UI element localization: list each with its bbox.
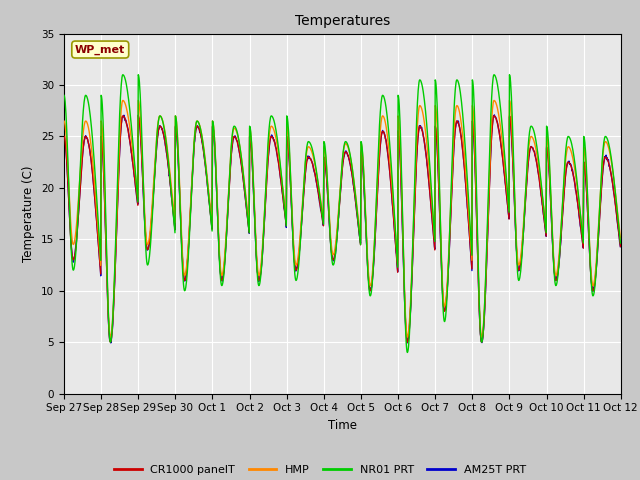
CR1000 panelT	[247, 139, 255, 145]
NR01 PRT	[502, 169, 510, 175]
CR1000 panelT	[106, 339, 115, 345]
CR1000 panelT	[171, 227, 179, 232]
NR01 PRT	[184, 257, 192, 263]
HMP	[185, 238, 193, 244]
NR01 PRT	[403, 349, 411, 355]
CR1000 panelT	[502, 186, 510, 192]
NR01 PRT	[551, 280, 559, 286]
AM25T PRT	[246, 135, 254, 141]
HMP	[551, 270, 559, 276]
NR01 PRT	[119, 72, 127, 78]
Title: Temperatures: Temperatures	[295, 14, 390, 28]
HMP	[247, 131, 255, 137]
AM25T PRT	[60, 133, 68, 139]
HMP	[60, 118, 68, 124]
CR1000 panelT	[616, 243, 624, 249]
NR01 PRT	[429, 216, 437, 221]
Text: WP_met: WP_met	[75, 44, 125, 55]
Y-axis label: Temperature (C): Temperature (C)	[22, 165, 35, 262]
CR1000 panelT	[185, 243, 193, 249]
Line: AM25T PRT: AM25T PRT	[64, 115, 620, 343]
HMP	[106, 334, 115, 340]
HMP	[119, 97, 127, 103]
AM25T PRT	[490, 112, 498, 118]
HMP	[429, 218, 437, 224]
AM25T PRT	[502, 186, 510, 192]
HMP	[502, 176, 510, 181]
NR01 PRT	[246, 126, 254, 132]
X-axis label: Time: Time	[328, 419, 357, 432]
Line: CR1000 panelT: CR1000 panelT	[64, 116, 620, 342]
HMP	[616, 235, 624, 241]
AM25T PRT	[429, 224, 436, 230]
Line: NR01 PRT: NR01 PRT	[64, 75, 620, 352]
CR1000 panelT	[429, 229, 437, 235]
NR01 PRT	[171, 226, 179, 231]
CR1000 panelT	[551, 276, 559, 281]
AM25T PRT	[616, 244, 624, 250]
HMP	[171, 219, 179, 225]
AM25T PRT	[107, 340, 115, 346]
CR1000 panelT	[60, 133, 68, 139]
Line: HMP: HMP	[64, 100, 620, 337]
Legend: CR1000 panelT, HMP, NR01 PRT, AM25T PRT: CR1000 panelT, HMP, NR01 PRT, AM25T PRT	[109, 460, 531, 479]
NR01 PRT	[616, 240, 624, 246]
CR1000 panelT	[119, 113, 127, 119]
AM25T PRT	[184, 250, 192, 256]
AM25T PRT	[171, 223, 179, 228]
AM25T PRT	[551, 275, 559, 281]
NR01 PRT	[60, 93, 68, 98]
